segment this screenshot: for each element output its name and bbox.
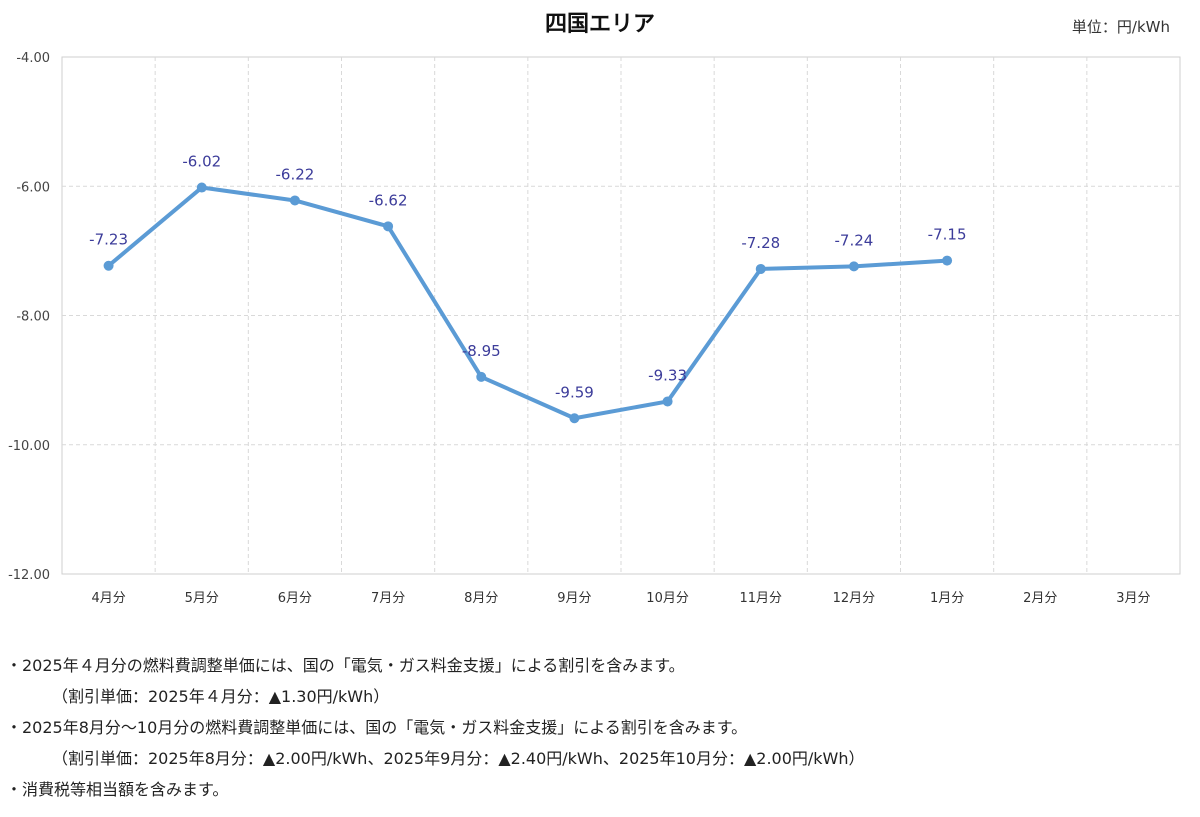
- x-tick-label: 3月分: [1116, 591, 1150, 606]
- x-tick-label: 2月分: [1023, 591, 1057, 606]
- notes: ・2025年４月分の燃料費調整単価には、国の「電気・ガス料金支援」による割引を含…: [6, 650, 865, 805]
- data-point: [755, 263, 766, 274]
- note-2: ・2025年8月分～10月分の燃料費調整単価には、国の「電気・ガス料金支援」によ…: [6, 718, 748, 737]
- data-label: -6.22: [276, 165, 315, 183]
- data-point: [103, 260, 114, 271]
- x-tick-label: 1月分: [930, 591, 964, 606]
- data-label: -8.95: [462, 342, 501, 360]
- x-tick-label: 7月分: [371, 591, 405, 606]
- data-label: -6.02: [182, 153, 221, 171]
- note-2-detail: （割引単価：2025年8月分：▲2.00円/kWh、2025年9月分：▲2.40…: [52, 749, 865, 768]
- data-point: [942, 255, 953, 266]
- data-label: -7.28: [741, 234, 780, 252]
- data-label: -7.23: [89, 231, 128, 249]
- x-tick-label: 4月分: [91, 591, 125, 606]
- x-tick-label: 9月分: [557, 591, 591, 606]
- y-tick-label: -12.00: [8, 568, 50, 583]
- x-tick-label: 5月分: [185, 591, 219, 606]
- data-point: [569, 413, 580, 424]
- data-point: [289, 195, 300, 206]
- data-label: -9.33: [648, 366, 687, 384]
- data-label: -7.24: [835, 231, 874, 249]
- y-tick-label: -6.00: [16, 180, 50, 195]
- data-label: -7.15: [928, 226, 967, 244]
- chart-title: 四国エリア: [544, 12, 655, 37]
- y-tick-label: -10.00: [8, 439, 50, 454]
- data-label: -6.62: [369, 191, 408, 209]
- x-tick-label: 6月分: [278, 591, 312, 606]
- x-tick-label: 12月分: [833, 591, 876, 606]
- y-tick-label: -8.00: [16, 310, 50, 325]
- data-point: [196, 182, 207, 193]
- data-label: -9.59: [555, 383, 594, 401]
- data-point: [662, 396, 673, 407]
- note-3: ・消費税等相当額を含みます。: [6, 780, 229, 799]
- data-point: [383, 221, 394, 232]
- series-line: [106, 185, 950, 421]
- unit-label: 単位：円/kWh: [1071, 18, 1170, 36]
- x-tick-label: 10月分: [646, 591, 689, 606]
- data-point: [476, 371, 487, 382]
- x-tick-label: 11月分: [739, 591, 782, 606]
- y-tick-label: -4.00: [16, 51, 50, 66]
- note-1: ・2025年４月分の燃料費調整単価には、国の「電気・ガス料金支援」による割引を含…: [6, 656, 685, 675]
- note-1-detail: （割引単価：2025年４月分：▲1.30円/kWh）: [52, 687, 390, 706]
- line-chart: -4.00 -6.00 -8.00 -10.00 -12.00 4月分 5月分 6月分 7月分 8…: [8, 51, 1181, 606]
- data-point: [848, 261, 859, 272]
- x-tick-label: 8月分: [464, 591, 498, 606]
